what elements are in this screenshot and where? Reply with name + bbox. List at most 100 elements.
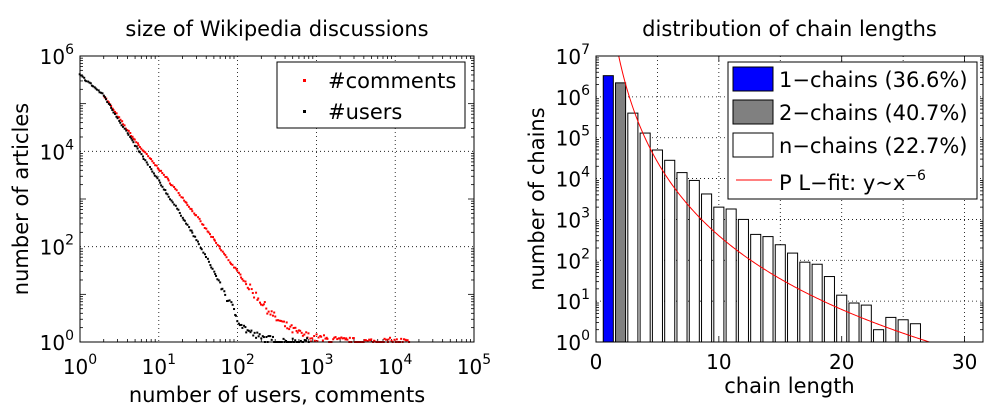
scatter-point [267,310,270,313]
scatter-point [249,331,252,334]
scatter-point [257,297,260,300]
tick-base: 10 [378,355,403,379]
scatter-point [157,168,160,171]
tick-exponent: 3 [325,352,334,368]
scatter-point [97,89,100,92]
scatter-point [243,324,246,327]
scatter-point [343,337,346,340]
scatter-point [166,177,169,180]
scatter-point [120,124,123,127]
y-tick-label: 102 [556,246,590,273]
scatter-point [164,189,167,192]
scatter-point [250,329,253,332]
scatter-point [167,195,170,198]
scatter-point [104,96,107,99]
scatter-point [126,129,129,132]
scatter-point [158,169,161,172]
bar [651,149,663,343]
scatter-point [149,166,152,169]
scatter-point [241,278,244,281]
scatter-point [295,329,298,332]
scatter-point [148,157,151,160]
scatter-point [383,337,386,340]
scatter-point [227,299,230,302]
scatter-point [124,127,127,130]
scatter-point [177,191,180,194]
scatter-point [253,331,256,334]
scatter-point [385,338,388,341]
x-axis-label: chain length [724,374,854,398]
scatter-point [179,214,182,217]
scatter-point [140,153,143,156]
y-tick-label: 100 [556,328,590,355]
power-law-fit-line [618,56,932,342]
scatter-point [209,264,212,267]
scatter-point [303,339,306,342]
tick-base: 10 [556,208,581,232]
scatter-point [189,229,192,232]
scatter-point [166,193,169,196]
scatter-point [119,118,122,121]
legend-marker [303,110,306,113]
scatter-point [107,101,110,104]
scatter-point [221,250,224,253]
scatter-point [305,339,308,342]
scatter-point [173,203,176,206]
scatter-point [80,74,83,77]
scatter-point [106,101,109,104]
tick-base: 10 [40,140,65,164]
scatter-point [111,108,114,111]
scatter-point [263,301,266,304]
scatter-point [305,331,308,334]
scatter-point [107,102,110,105]
y-tick-label: 104 [40,137,74,164]
scatter-point [405,339,408,342]
scatter-point [236,320,239,323]
scatter-point [313,339,316,342]
scatter-point [178,211,181,214]
scatter-point [223,252,226,255]
x-tick-label: 30 [952,350,977,374]
scatter-point [291,337,294,340]
scatter-point [192,235,195,238]
scatter-point [135,145,138,148]
scatter-point [152,162,155,165]
scatter-point [270,310,273,313]
tick-exponent: 1 [167,352,176,368]
scatter-point [85,80,88,83]
tick-exponent: 0 [88,352,97,368]
scatter-point [274,315,277,318]
bar-series-2-chains [615,82,627,343]
scatter-point [352,337,355,340]
scatter-point [242,279,245,282]
bar [701,193,713,343]
scatter-point [125,129,128,132]
scatter-point [233,308,236,311]
tick-base: 10 [299,355,324,379]
scatter-point [178,194,181,197]
scatter-point [216,243,219,246]
scatter-point [140,147,143,150]
x-tick-label: 0 [590,350,603,374]
scatter-point [190,229,193,232]
scatter-point [323,334,326,337]
scatter-point [98,91,101,94]
tick-base: 10 [556,86,581,110]
scatter-point [104,98,107,101]
y-tick-label: 102 [40,233,74,260]
x-tick-label: 20 [829,350,854,374]
scatter-point [155,175,158,178]
scatter-point [283,320,286,323]
scatter-point [299,329,302,332]
scatter-point [340,336,343,339]
scatter-point [110,106,113,109]
scatter-point [162,188,165,191]
bar [811,263,823,343]
scatter-point [158,179,161,182]
scatter-point [237,322,240,325]
scatter-point [109,103,112,106]
scatter-point [177,208,180,211]
scatter-point [368,338,371,341]
scatter-point [250,288,253,291]
scatter-point [203,227,206,230]
